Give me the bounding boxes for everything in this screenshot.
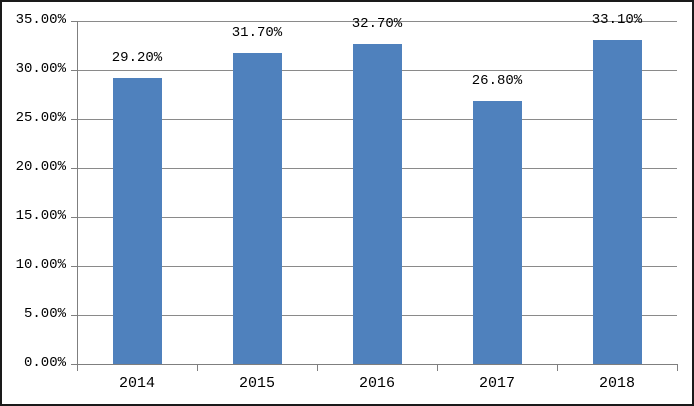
y-axis-tick <box>71 217 77 218</box>
bar <box>112 78 162 364</box>
y-axis-label: 15.00% <box>15 208 66 224</box>
y-axis-label: 35.00% <box>15 12 66 28</box>
bar-value-label: 29.20% <box>111 50 163 66</box>
x-axis-tick <box>677 365 678 371</box>
bar-value-label: 33.10% <box>591 12 643 28</box>
x-axis-tick <box>77 365 78 371</box>
y-axis-tick <box>71 315 77 316</box>
y-axis-tick <box>71 70 77 71</box>
x-axis-tick <box>197 365 198 371</box>
x-axis-line <box>77 364 678 365</box>
x-axis-label: 2016 <box>358 375 395 392</box>
y-axis-label: 25.00% <box>15 110 66 126</box>
x-axis-label: 2017 <box>478 375 515 392</box>
bar <box>232 53 282 364</box>
x-axis-tick <box>317 365 318 371</box>
y-axis-label: 30.00% <box>15 61 66 77</box>
bar <box>472 101 522 364</box>
x-axis-label: 2015 <box>238 375 275 392</box>
bar-value-label: 26.80% <box>471 73 523 89</box>
bar <box>592 40 642 364</box>
y-axis-label: 20.00% <box>15 159 66 175</box>
bar <box>352 44 402 364</box>
y-axis-label: 0.00% <box>23 355 66 371</box>
x-axis-label: 2014 <box>118 375 155 392</box>
y-gridline <box>77 21 677 22</box>
x-axis-label: 2018 <box>598 375 635 392</box>
y-axis-label: 5.00% <box>23 306 66 322</box>
y-axis-tick <box>71 21 77 22</box>
x-axis-tick <box>437 365 438 371</box>
y-axis-label: 10.00% <box>15 257 66 273</box>
bar-value-label: 31.70% <box>231 25 283 41</box>
bar-value-label: 32.70% <box>351 16 403 32</box>
y-axis-tick <box>71 119 77 120</box>
y-axis-tick <box>71 364 77 365</box>
x-axis-tick <box>557 365 558 371</box>
y-axis-tick <box>71 168 77 169</box>
y-axis-tick <box>71 266 77 267</box>
y-axis-line <box>77 21 78 364</box>
